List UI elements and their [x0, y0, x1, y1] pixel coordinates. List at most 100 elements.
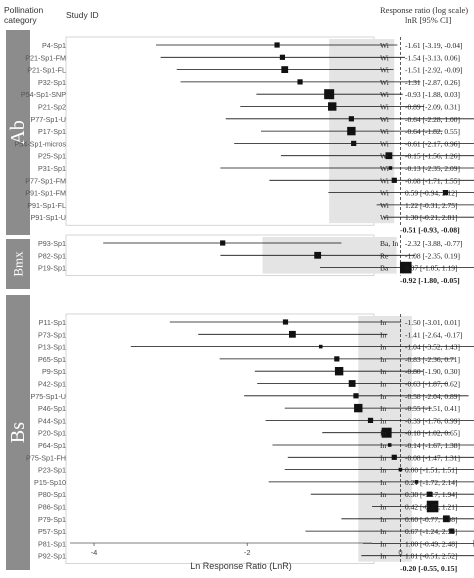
lnr-ci-value: 1.30 [-0.21, 2.81] [405, 213, 458, 222]
category-label-bmx: Bmx [11, 251, 26, 277]
effect-marker [426, 500, 439, 513]
lnr-ci-value: -0.89 [-2.09, 0.31] [405, 103, 460, 112]
lnr-ci-value: -0.64 [-2.28, 1.00] [405, 115, 460, 124]
pollinator-type-label: Wi [380, 189, 389, 198]
lnr-ci-value: -0.15 [-1.56, 1.26] [405, 152, 460, 161]
study-id-label: P21-Sp1-FM [25, 53, 66, 62]
effect-marker [442, 190, 449, 196]
lnr-ci-value: -0.58 [-2.04, 0.89] [405, 392, 460, 401]
effect-marker [354, 403, 363, 413]
effect-marker [367, 417, 374, 423]
pollinator-type-label: In [380, 490, 386, 499]
study-id-label: P91-Sp1-FM [25, 189, 66, 198]
pollinator-type-label: In [380, 416, 386, 425]
lnr-ci-value: 0.59 [-0.94, 2.12] [405, 189, 458, 198]
effect-marker [399, 261, 412, 274]
pollinator-type-label: In [380, 478, 386, 487]
effect-marker [347, 126, 356, 136]
study-id-label: P32-Sp1 [38, 78, 66, 87]
effect-marker [449, 528, 455, 534]
pollinator-type-label: In [380, 539, 386, 548]
x-tick-label: 0 [398, 548, 402, 557]
lnr-ci-value: -1.50 [-3.01, 0.01] [405, 318, 460, 327]
pollinator-type-label: Re [380, 251, 389, 260]
pollinator-type-label: In [380, 503, 386, 512]
study-id-label: P54-Sp1-SNP [21, 90, 66, 99]
study-id-label: P11-Sp1 [39, 318, 66, 327]
lnr-ci-value: 1.01 [-0.51, 2.52] [405, 552, 458, 561]
effect-marker [391, 177, 397, 183]
lnr-ci-value: 0.67 [-1.24, 2.58] [405, 527, 458, 536]
pollinator-type-label: Ba [380, 264, 389, 273]
lnr-ci-value: -1.04 [-3.52, 1.43] [405, 343, 460, 352]
pollinator-type-label: In [380, 380, 386, 389]
x-axis-title: Ln Response Ratio (LnR) [190, 561, 292, 571]
effect-marker [324, 89, 335, 100]
effect-marker [297, 79, 303, 85]
lnr-ci-value: 1.22 [-0.31, 2.75] [405, 201, 458, 210]
study-id-label: P64-Sp1 [38, 441, 66, 450]
lnr-ci-value: -1.08 [-2.35, 0.19] [405, 251, 460, 260]
pollinator-type-label: In [380, 392, 386, 401]
lnr-ci-header: lnR [95% CI] [405, 15, 452, 25]
lnr-ci-value: -1.31 [-2.87, 0.26] [405, 78, 460, 87]
study-id-label: P75-Sp1-FH [26, 453, 66, 462]
pollinator-type-label: Wi [380, 213, 389, 222]
study-id-label: P54-Sp1-micros [14, 139, 66, 148]
study-id-label: P57-Sp1 [38, 527, 66, 536]
pollinator-type-label: Wi [380, 90, 389, 99]
response-ratio-header: Response ratio (log scale) [380, 5, 469, 15]
study-id-label: P80-Sp1 [38, 490, 66, 499]
effect-marker [353, 393, 359, 399]
effect-marker [220, 240, 226, 246]
study-id-label: P79-Sp1 [38, 515, 66, 524]
study-id-label: P91-Sp1-U [30, 213, 66, 222]
effect-marker [318, 344, 323, 349]
effect-marker [334, 356, 340, 362]
lnr-ci-value: -0.80 [-1.90, 0.30] [405, 367, 460, 376]
study-id-label: P93-Sp1 [38, 239, 66, 248]
effect-marker [348, 116, 354, 122]
lnr-ci-value: -1.54 [-3.13, 0.06] [405, 53, 460, 62]
lnr-ci-value: -0.08 [-1.71, 1.55] [405, 176, 460, 185]
lnr-ci-value: -0.08 [-1.47, 1.31] [405, 453, 460, 462]
lnr-ci-value: 0.07 [-1.05, 1.19] [405, 264, 458, 273]
effect-marker [274, 42, 280, 48]
pollinator-type-label: In [380, 367, 386, 376]
pollinator-type-label: Wi [380, 103, 389, 112]
lnr-ci-value: -0.55 [-1.51, 0.41] [405, 404, 460, 413]
study-id-label: P73-Sp1 [38, 330, 66, 339]
effect-marker [398, 467, 403, 472]
lnr-ci-value: -0.61 [-2.17, 0.96] [405, 139, 460, 148]
pollinator-type-label: In [380, 355, 386, 364]
pollinator-type-label: Wi [380, 53, 389, 62]
lnr-ci-value: -1.51 [-2.92, -0.09] [405, 66, 463, 75]
effect-marker [381, 427, 392, 438]
effect-marker [387, 443, 392, 447]
study-id-label: P21-Sp1-FL [27, 66, 66, 75]
lnr-ci-value: -0.13 [-2.35, 2.09] [405, 164, 460, 173]
lnr-ci-value: -2.32 [-3.88, -0.77] [405, 239, 463, 248]
study-id-label: P4-Sp1 [42, 41, 66, 50]
pooled-estimate-value: -0.20 [-0.55, 0.15] [400, 564, 458, 573]
lnr-ci-value: -0.64 [-1.82, 0.55] [405, 127, 460, 136]
pollinator-type-label: In [380, 527, 386, 536]
pollinator-type-label: In [380, 404, 386, 413]
lnr-ci-value: 0.42 [-0.37, 1.21] [405, 503, 458, 512]
pollinator-type-label: Wi [380, 164, 389, 173]
effect-marker [388, 166, 393, 170]
pooled-estimate-value: -0.92 [-1.80, -0.05] [400, 276, 460, 285]
study-id-label: P77-Sp1-FM [25, 176, 66, 185]
lnr-ci-value: -0.18 [-1.02, 0.65] [405, 429, 460, 438]
study-id-label: P42-Sp1 [38, 380, 66, 389]
study-id-label: P92-Sp1 [38, 552, 66, 561]
pollinator-type-label: In [380, 330, 386, 339]
pollinator-type-label: Wi [380, 66, 389, 75]
study-id-label: P19-Sp1 [38, 264, 66, 273]
pollinator-type-label: Wi [380, 78, 389, 87]
pooled-ci-band [358, 316, 412, 562]
lnr-ci-value: 0.38 [-1.17, 1.94] [405, 490, 458, 499]
effect-marker [351, 140, 357, 146]
pollinator-type-label: Wi [380, 41, 389, 50]
